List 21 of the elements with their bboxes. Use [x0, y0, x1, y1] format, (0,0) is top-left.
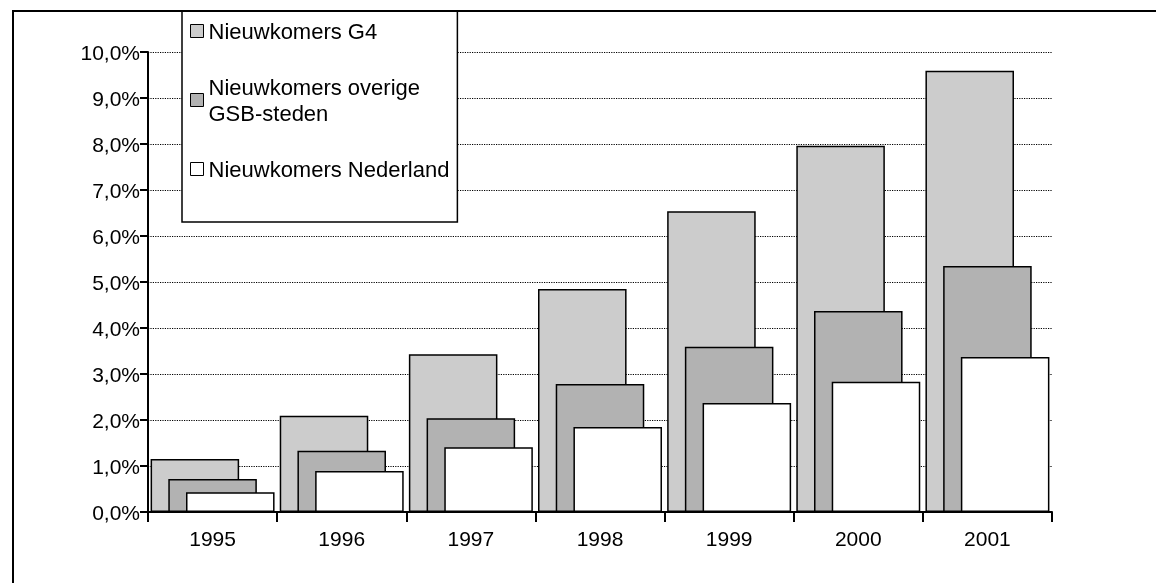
x-tick-label: 1995: [189, 527, 236, 550]
legend-label: Nieuwkomers overige GSB-steden: [208, 74, 421, 126]
x-tick-label: 2000: [834, 527, 882, 550]
y-tick-label: 9,0%: [92, 86, 140, 110]
y-tick-label: 3,0%: [92, 362, 140, 386]
y-tick-label: 8,0%: [92, 132, 140, 156]
y-tick-label: 2,0%: [92, 408, 140, 432]
y-tick-label: 10,0%: [80, 40, 140, 64]
y-tick-label: 1,0%: [92, 454, 140, 478]
x-tick-label: 1997: [447, 527, 495, 550]
y-tick-label: 0,0%: [92, 500, 140, 524]
y-tick-label: 4,0%: [92, 316, 140, 340]
x-tick-label: 1999: [705, 527, 753, 550]
x-tick-label: 1998: [576, 527, 624, 550]
x-tick-label: 1996: [318, 527, 366, 550]
y-tick-label: 7,0%: [92, 178, 140, 202]
y-tick-label: 5,0%: [92, 270, 140, 294]
x-tick-label: 2001: [964, 527, 1011, 550]
y-tick-label: 6,0%: [92, 224, 140, 248]
legend-label: Nieuwkomers Nederland: [208, 156, 450, 182]
legend-label: Nieuwkomers G4: [208, 18, 378, 44]
